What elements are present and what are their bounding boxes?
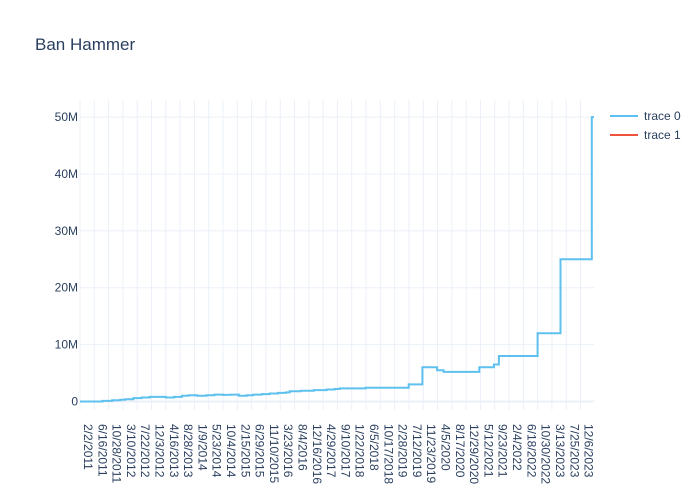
- x-tick-label: 10/28/2011: [110, 424, 124, 483]
- x-tick-label: 8/4/2016: [296, 424, 310, 471]
- legend-item[interactable]: trace 1: [610, 128, 681, 142]
- x-tick-label: 4/5/2020: [439, 424, 453, 471]
- legend-label: trace 1: [644, 128, 681, 142]
- x-tick-label: 6/18/2022: [524, 424, 538, 478]
- x-tick-label: 9/10/2017: [338, 424, 352, 478]
- x-tick-label: 10/17/2018: [381, 424, 395, 484]
- x-tick-label: 8/28/2013: [181, 424, 195, 478]
- y-axis-ticks: 0 10M 20M 30M 40M 50M: [55, 110, 79, 408]
- grid: [79, 100, 594, 410]
- x-tick-label: 4/29/2017: [324, 424, 338, 478]
- x-tick-label: 9/23/2021: [496, 424, 510, 478]
- y-tick-label: 30M: [55, 224, 78, 238]
- x-tick-label: 11/10/2015: [267, 424, 281, 483]
- x-tick-label: 7/25/2023: [567, 424, 581, 478]
- legend-label: trace 0: [644, 109, 681, 123]
- x-tick-label: 6/5/2018: [367, 424, 381, 471]
- chart-title: Ban Hammer: [35, 35, 135, 54]
- x-tick-label: 3/10/2012: [124, 424, 138, 478]
- x-tick-label: 4/16/2013: [167, 424, 181, 478]
- x-tick-label: 12/16/2016: [310, 424, 324, 484]
- legend-item[interactable]: trace 0: [610, 109, 681, 123]
- x-tick-label: 10/4/2014: [224, 424, 238, 478]
- x-tick-label: 6/16/2011: [95, 424, 109, 477]
- x-tick-label: 2/2/2011: [81, 424, 95, 470]
- x-tick-label: 3/23/2016: [281, 424, 295, 478]
- x-tick-label: 3/13/2023: [553, 424, 567, 478]
- y-tick-label: 10M: [55, 338, 78, 352]
- x-tick-label: 7/12/2019: [410, 424, 424, 478]
- x-tick-label: 10/30/2022: [539, 424, 553, 484]
- x-axis-ticks: 2/2/2011 6/16/2011 10/28/2011 3/10/2012 7/22…: [81, 424, 596, 484]
- x-tick-label: 1/22/2018: [353, 424, 367, 478]
- series-layer: [80, 116, 594, 403]
- x-tick-label: 5/12/2021: [481, 424, 495, 478]
- series-line-0: [80, 116, 594, 403]
- y-tick-label: 40M: [55, 167, 78, 181]
- x-tick-label: 12/6/2023: [582, 424, 596, 478]
- legend[interactable]: trace 0 trace 1: [610, 109, 681, 142]
- x-tick-label: 2/4/2022: [510, 424, 524, 471]
- y-tick-label: 0: [71, 394, 78, 408]
- x-tick-label: 2/15/2015: [238, 424, 252, 478]
- x-tick-label: 12/3/2012: [153, 424, 167, 478]
- y-tick-label: 20M: [55, 281, 78, 295]
- x-tick-label: 11/23/2019: [424, 424, 438, 483]
- x-tick-label: 5/23/2014: [210, 424, 224, 478]
- x-tick-label: 6/29/2015: [253, 424, 267, 478]
- x-tick-label: 7/22/2012: [138, 424, 152, 478]
- x-tick-label: 12/29/2020: [467, 424, 481, 484]
- x-tick-label: 1/9/2014: [195, 424, 209, 471]
- x-tick-label: 2/28/2019: [396, 424, 410, 478]
- x-tick-label: 8/17/2020: [453, 424, 467, 478]
- y-tick-label: 50M: [55, 110, 78, 124]
